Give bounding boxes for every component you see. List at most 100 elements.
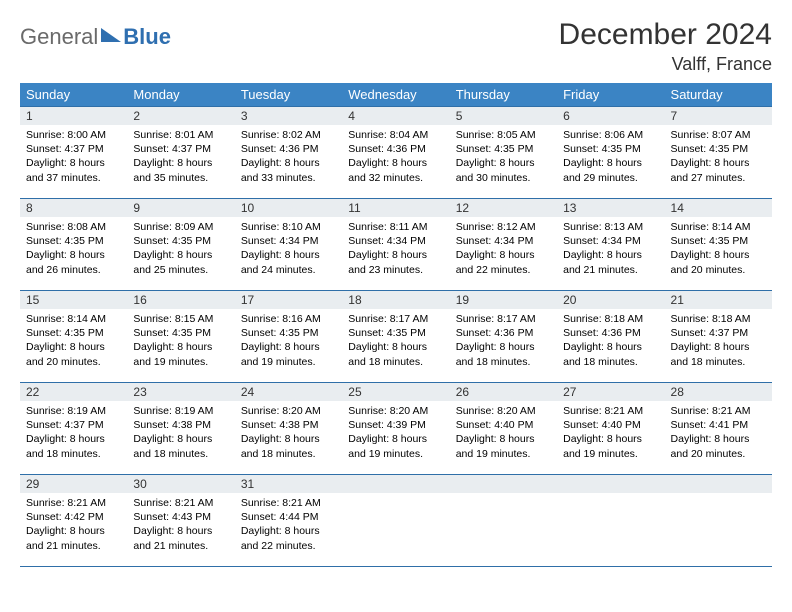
day-cell-empty — [342, 475, 449, 567]
day-body: Sunrise: 8:19 AMSunset: 4:37 PMDaylight:… — [20, 401, 127, 465]
day-body: Sunrise: 8:17 AMSunset: 4:36 PMDaylight:… — [450, 309, 557, 373]
calendar-row: 22Sunrise: 8:19 AMSunset: 4:37 PMDayligh… — [20, 383, 772, 475]
day-cell: 17Sunrise: 8:16 AMSunset: 4:35 PMDayligh… — [235, 291, 342, 383]
day-number: 9 — [127, 199, 234, 217]
day-body: Sunrise: 8:06 AMSunset: 4:35 PMDaylight:… — [557, 125, 664, 189]
day-cell: 13Sunrise: 8:13 AMSunset: 4:34 PMDayligh… — [557, 199, 664, 291]
day-cell: 8Sunrise: 8:08 AMSunset: 4:35 PMDaylight… — [20, 199, 127, 291]
day-body: Sunrise: 8:19 AMSunset: 4:38 PMDaylight:… — [127, 401, 234, 465]
weekday-header: Wednesday — [342, 83, 449, 107]
day-cell: 16Sunrise: 8:15 AMSunset: 4:35 PMDayligh… — [127, 291, 234, 383]
weekday-header-row: Sunday Monday Tuesday Wednesday Thursday… — [20, 83, 772, 107]
logo-text-general: General — [20, 24, 98, 50]
day-cell: 23Sunrise: 8:19 AMSunset: 4:38 PMDayligh… — [127, 383, 234, 475]
day-body: Sunrise: 8:02 AMSunset: 4:36 PMDaylight:… — [235, 125, 342, 189]
day-cell: 14Sunrise: 8:14 AMSunset: 4:35 PMDayligh… — [665, 199, 772, 291]
day-body: Sunrise: 8:12 AMSunset: 4:34 PMDaylight:… — [450, 217, 557, 281]
day-number: 19 — [450, 291, 557, 309]
day-cell: 11Sunrise: 8:11 AMSunset: 4:34 PMDayligh… — [342, 199, 449, 291]
location-label: Valff, France — [559, 54, 772, 75]
day-number: 27 — [557, 383, 664, 401]
calendar-row: 15Sunrise: 8:14 AMSunset: 4:35 PMDayligh… — [20, 291, 772, 383]
day-number: 24 — [235, 383, 342, 401]
day-number: 17 — [235, 291, 342, 309]
day-number-empty — [450, 475, 557, 493]
day-number: 8 — [20, 199, 127, 217]
month-title: December 2024 — [559, 18, 772, 52]
calendar-row: 1Sunrise: 8:00 AMSunset: 4:37 PMDaylight… — [20, 107, 772, 199]
day-body: Sunrise: 8:21 AMSunset: 4:41 PMDaylight:… — [665, 401, 772, 465]
day-cell: 22Sunrise: 8:19 AMSunset: 4:37 PMDayligh… — [20, 383, 127, 475]
day-cell: 31Sunrise: 8:21 AMSunset: 4:44 PMDayligh… — [235, 475, 342, 567]
day-number-empty — [665, 475, 772, 493]
day-number-empty — [342, 475, 449, 493]
day-cell-empty — [557, 475, 664, 567]
day-cell: 24Sunrise: 8:20 AMSunset: 4:38 PMDayligh… — [235, 383, 342, 475]
day-number: 13 — [557, 199, 664, 217]
day-cell: 1Sunrise: 8:00 AMSunset: 4:37 PMDaylight… — [20, 107, 127, 199]
day-body: Sunrise: 8:00 AMSunset: 4:37 PMDaylight:… — [20, 125, 127, 189]
calendar-body: 1Sunrise: 8:00 AMSunset: 4:37 PMDaylight… — [20, 107, 772, 567]
header: General Blue December 2024 Valff, France — [20, 18, 772, 75]
weekday-header: Friday — [557, 83, 664, 107]
day-number: 20 — [557, 291, 664, 309]
day-number: 18 — [342, 291, 449, 309]
day-cell: 18Sunrise: 8:17 AMSunset: 4:35 PMDayligh… — [342, 291, 449, 383]
day-body: Sunrise: 8:15 AMSunset: 4:35 PMDaylight:… — [127, 309, 234, 373]
day-number: 7 — [665, 107, 772, 125]
day-body: Sunrise: 8:18 AMSunset: 4:36 PMDaylight:… — [557, 309, 664, 373]
logo-triangle-icon — [101, 28, 121, 42]
day-cell: 28Sunrise: 8:21 AMSunset: 4:41 PMDayligh… — [665, 383, 772, 475]
day-body: Sunrise: 8:20 AMSunset: 4:38 PMDaylight:… — [235, 401, 342, 465]
day-cell: 10Sunrise: 8:10 AMSunset: 4:34 PMDayligh… — [235, 199, 342, 291]
day-number: 31 — [235, 475, 342, 493]
calendar-row: 8Sunrise: 8:08 AMSunset: 4:35 PMDaylight… — [20, 199, 772, 291]
day-body: Sunrise: 8:20 AMSunset: 4:39 PMDaylight:… — [342, 401, 449, 465]
day-cell: 26Sunrise: 8:20 AMSunset: 4:40 PMDayligh… — [450, 383, 557, 475]
day-body: Sunrise: 8:08 AMSunset: 4:35 PMDaylight:… — [20, 217, 127, 281]
day-number: 14 — [665, 199, 772, 217]
day-number: 30 — [127, 475, 234, 493]
day-number: 4 — [342, 107, 449, 125]
day-cell: 19Sunrise: 8:17 AMSunset: 4:36 PMDayligh… — [450, 291, 557, 383]
day-body: Sunrise: 8:07 AMSunset: 4:35 PMDaylight:… — [665, 125, 772, 189]
day-number: 16 — [127, 291, 234, 309]
day-cell-empty — [450, 475, 557, 567]
day-cell: 5Sunrise: 8:05 AMSunset: 4:35 PMDaylight… — [450, 107, 557, 199]
day-number: 26 — [450, 383, 557, 401]
day-number: 11 — [342, 199, 449, 217]
day-body: Sunrise: 8:18 AMSunset: 4:37 PMDaylight:… — [665, 309, 772, 373]
day-cell: 9Sunrise: 8:09 AMSunset: 4:35 PMDaylight… — [127, 199, 234, 291]
weekday-header: Monday — [127, 83, 234, 107]
day-number: 25 — [342, 383, 449, 401]
day-body: Sunrise: 8:10 AMSunset: 4:34 PMDaylight:… — [235, 217, 342, 281]
weekday-header: Thursday — [450, 83, 557, 107]
day-body: Sunrise: 8:20 AMSunset: 4:40 PMDaylight:… — [450, 401, 557, 465]
weekday-header: Saturday — [665, 83, 772, 107]
logo-text-blue: Blue — [123, 24, 171, 50]
day-number: 3 — [235, 107, 342, 125]
calendar-row: 29Sunrise: 8:21 AMSunset: 4:42 PMDayligh… — [20, 475, 772, 567]
day-body: Sunrise: 8:21 AMSunset: 4:43 PMDaylight:… — [127, 493, 234, 557]
day-body: Sunrise: 8:21 AMSunset: 4:42 PMDaylight:… — [20, 493, 127, 557]
day-number: 12 — [450, 199, 557, 217]
day-body: Sunrise: 8:21 AMSunset: 4:40 PMDaylight:… — [557, 401, 664, 465]
day-number: 21 — [665, 291, 772, 309]
weekday-header: Tuesday — [235, 83, 342, 107]
day-body: Sunrise: 8:16 AMSunset: 4:35 PMDaylight:… — [235, 309, 342, 373]
day-cell: 12Sunrise: 8:12 AMSunset: 4:34 PMDayligh… — [450, 199, 557, 291]
day-cell: 20Sunrise: 8:18 AMSunset: 4:36 PMDayligh… — [557, 291, 664, 383]
day-body: Sunrise: 8:01 AMSunset: 4:37 PMDaylight:… — [127, 125, 234, 189]
day-body: Sunrise: 8:14 AMSunset: 4:35 PMDaylight:… — [665, 217, 772, 281]
weekday-header: Sunday — [20, 83, 127, 107]
title-block: December 2024 Valff, France — [559, 18, 772, 75]
day-cell-empty — [665, 475, 772, 567]
day-cell: 21Sunrise: 8:18 AMSunset: 4:37 PMDayligh… — [665, 291, 772, 383]
day-number: 15 — [20, 291, 127, 309]
day-body: Sunrise: 8:05 AMSunset: 4:35 PMDaylight:… — [450, 125, 557, 189]
day-number: 6 — [557, 107, 664, 125]
day-number: 5 — [450, 107, 557, 125]
day-body: Sunrise: 8:09 AMSunset: 4:35 PMDaylight:… — [127, 217, 234, 281]
day-body: Sunrise: 8:14 AMSunset: 4:35 PMDaylight:… — [20, 309, 127, 373]
day-cell: 4Sunrise: 8:04 AMSunset: 4:36 PMDaylight… — [342, 107, 449, 199]
